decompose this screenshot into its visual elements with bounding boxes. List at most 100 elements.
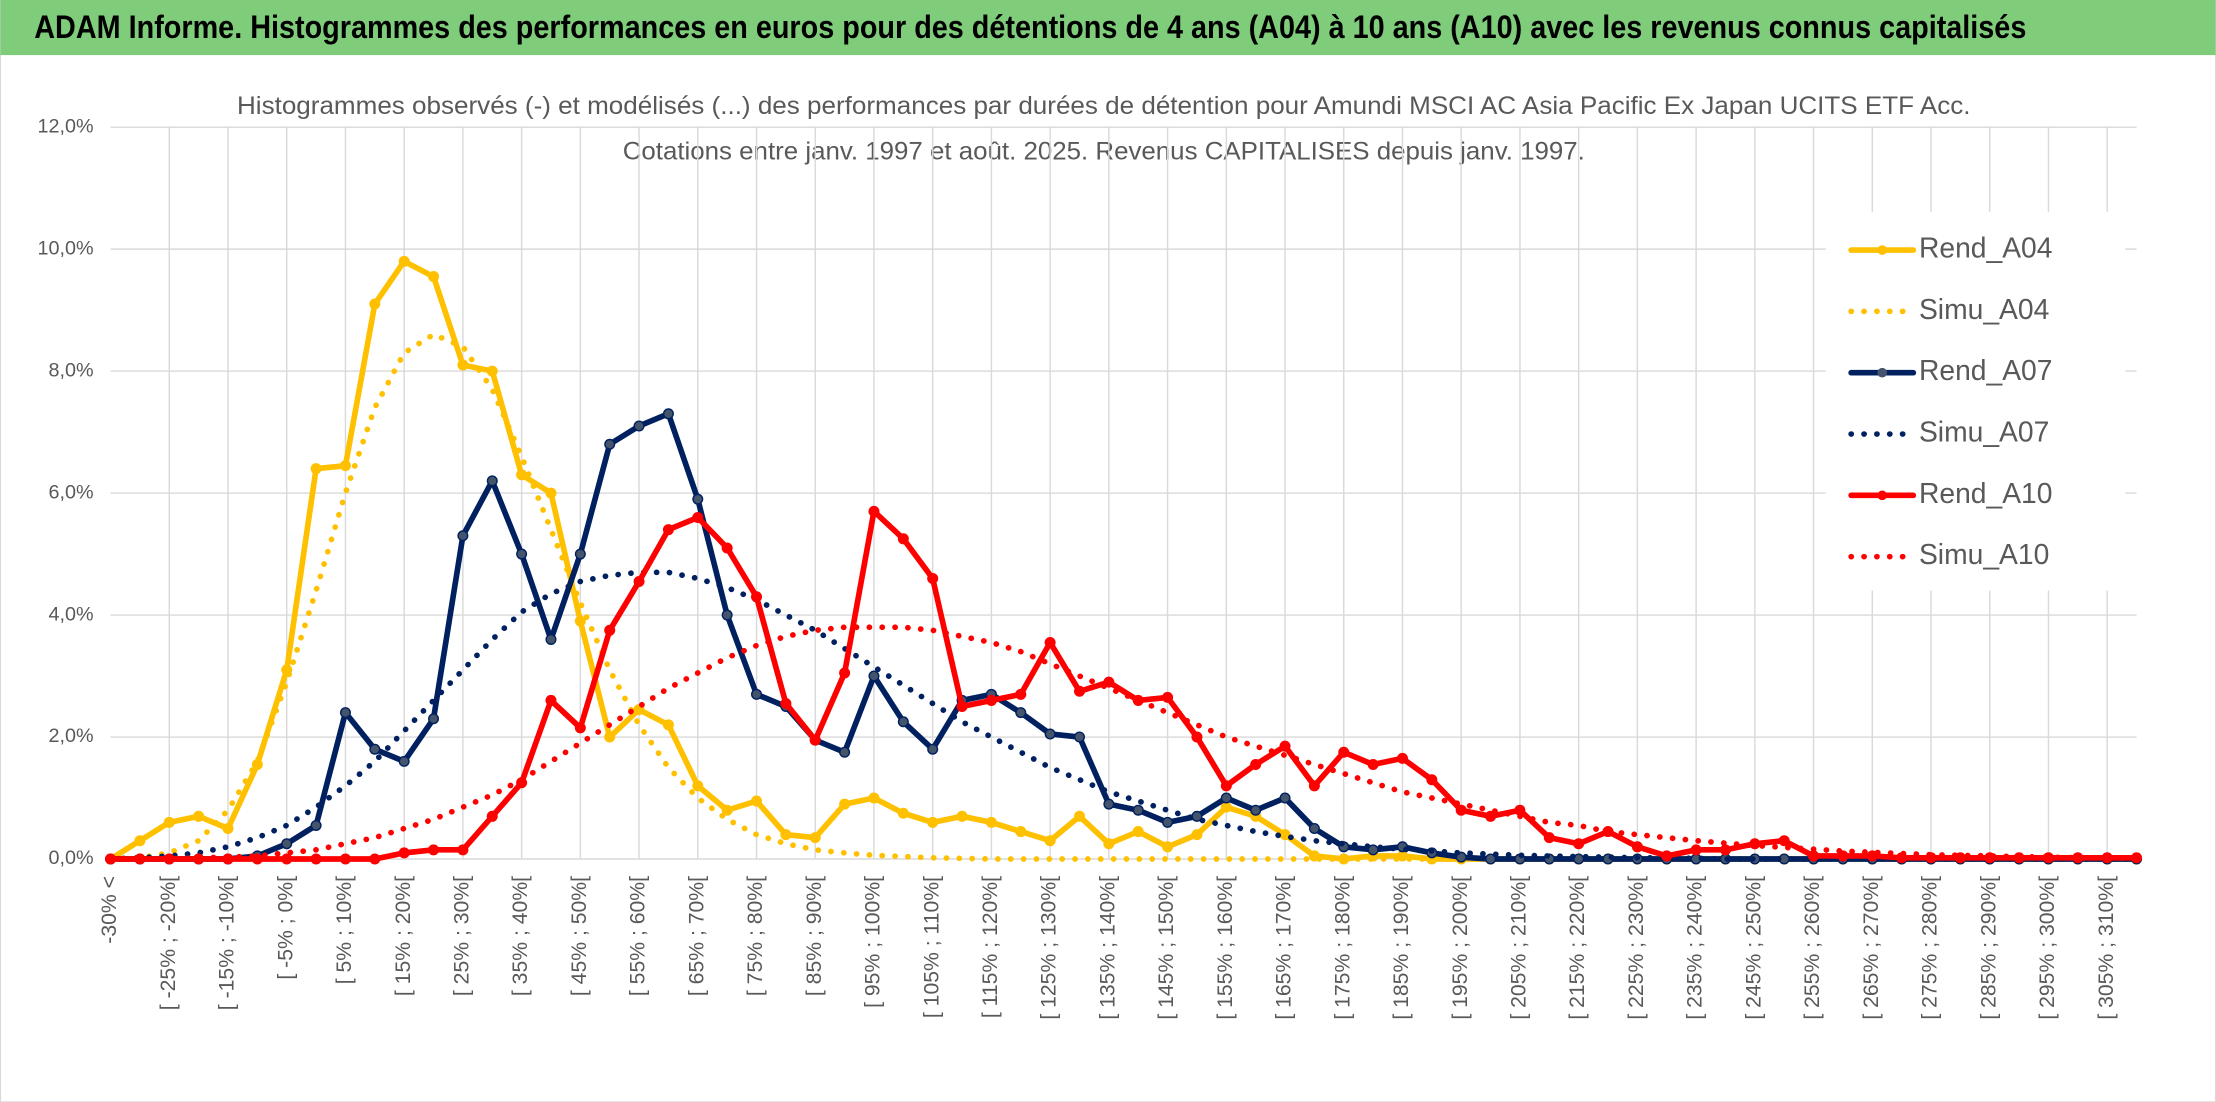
x-tick-label: [ 185% ; 190%[ [1390,876,1413,1020]
legend-marker [1877,367,1888,378]
legend-label: Simu_A04 [1919,293,2049,325]
data-point [1220,801,1232,813]
data-point [369,853,381,865]
data-point [1661,850,1673,862]
data-point [281,853,293,865]
data-point [633,575,645,588]
data-point [692,511,704,523]
data-point [486,475,498,487]
data-point [1103,676,1115,688]
data-point [868,670,880,682]
y-tick-label: 2,0% [49,725,94,747]
data-point [1250,804,1262,816]
data-point [1338,746,1350,758]
data-point [310,819,322,831]
data-point [1367,844,1379,856]
data-point [751,795,763,807]
legend-label: Simu_A07 [1919,415,2049,447]
chart-subtitle: Cotations entre janv. 1997 et août. 2025… [623,137,1585,165]
data-point [1485,810,1497,822]
data-point [516,469,528,481]
data-point [574,615,586,627]
series [107,569,2140,862]
data-point [721,804,733,816]
x-tick-label: [ 125% ; 130%[ [1038,876,1061,1020]
data-point [1455,804,1467,816]
data-point [662,524,674,536]
header-bar [0,0,2216,56]
x-tick-label: [ 295% ; 300%[ [2036,876,2059,1020]
data-point [985,694,997,706]
series-line [107,624,2140,862]
y-tick-label: 6,0% [49,481,94,503]
x-tick-label: [ 305% ; 310%[ [2095,876,2118,1020]
y-tick-label: 12,0% [38,115,94,137]
data-point [428,713,440,725]
x-tick-label: [ 5% ; 10%[ [333,876,356,984]
data-point [251,853,263,865]
x-tick-label: [ 15% ; 20%[ [392,876,415,996]
series-line [107,569,2140,862]
y-tick-label: 4,0% [49,603,94,625]
data-point [1573,838,1585,850]
data-point [193,810,205,822]
data-point [281,838,293,850]
data-point [134,835,146,847]
data-point [486,810,498,822]
x-tick-label: [ 175% ; 180%[ [1331,876,1354,1020]
data-point [662,408,674,420]
legend-marker [1877,490,1888,501]
x-tick-label: [ 255% ; 260%[ [1801,876,1824,1020]
header-title: ADAM Informe. Histogrammes des performan… [34,9,2026,45]
data-point [1044,728,1056,740]
x-tick-label: [ 195% ; 200%[ [1449,876,1472,1020]
data-point [1015,688,1027,700]
data-point [897,716,909,728]
data-point [310,463,322,475]
data-point [457,359,469,371]
data-point [1073,731,1086,743]
data-point [692,493,704,505]
data-point [1044,835,1056,847]
data-point [1631,841,1643,853]
data-point [927,816,939,828]
data-point [1073,810,1086,822]
data-point [1015,826,1027,838]
data-point [1485,853,1497,865]
data-point [1719,844,1731,856]
data-point [721,609,733,621]
data-point [633,420,645,432]
data-point [604,624,616,636]
data-point [1220,792,1232,804]
x-tick-label: [ 85% ; 90%[ [803,876,826,996]
data-point [985,816,997,828]
y-tick-label: 8,0% [49,359,94,381]
data-point [486,365,498,377]
data-point [839,746,851,758]
data-point [516,548,528,560]
series [107,624,2140,862]
data-point [574,722,586,734]
data-point [1866,850,1878,862]
data-point [692,780,704,792]
data-point [1250,758,1262,770]
data-point [751,688,763,700]
legend-label: Rend_A10 [1919,477,2053,509]
x-tick-label: [ 55% ; 60%[ [627,876,650,996]
chart-title: Histogrammes observés (-) et modélisés (… [237,92,1971,120]
data-point [457,844,469,856]
data-point [839,798,851,810]
data-point [545,694,557,706]
data-point [927,743,939,755]
data-point [1103,798,1115,810]
x-tick-label: [ 115% ; 120%[ [979,876,1002,1018]
x-tick-label: [ 35% ; 40%[ [509,876,532,996]
data-point [1837,850,1849,862]
data-point [339,853,351,865]
x-tick-label: [ 65% ; 70%[ [685,876,708,996]
x-tick-label: [ 285% ; 290%[ [1977,876,2000,1020]
data-point [1543,832,1555,844]
x-tick-label: [ 165% ; 170%[ [1273,876,1296,1020]
data-point [1073,685,1086,697]
